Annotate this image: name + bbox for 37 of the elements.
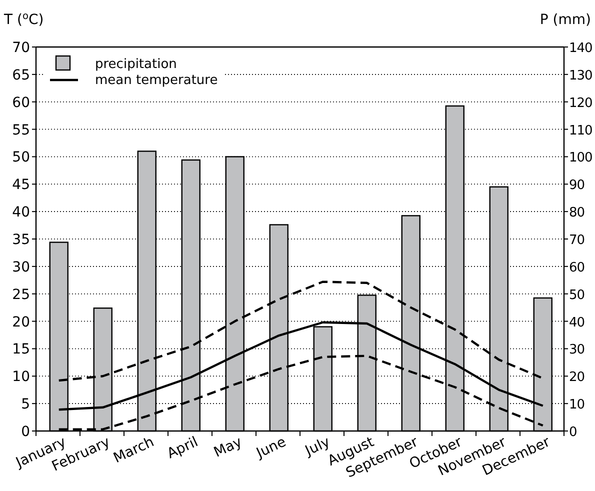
y2-tick-label: 10: [569, 398, 585, 413]
y2-tick-label: 90: [569, 178, 585, 194]
y2-tick-label: 20: [569, 370, 585, 386]
x-tick-label: April: [164, 434, 201, 462]
y2-tick-label: 60: [569, 260, 585, 276]
y2-tick-label: 120: [569, 96, 593, 111]
y-tick-label: 30: [12, 259, 30, 276]
y-tick-label: 0: [21, 424, 30, 440]
y-tick-label: 45: [12, 177, 30, 194]
y-tick-label: 35: [12, 232, 30, 248]
y-tick-label: 50: [12, 150, 30, 166]
y-tick-label: 60: [12, 94, 30, 111]
y-axis-title: T ($^{o}$C): [3, 10, 44, 28]
y2-tick-label: 40: [569, 315, 585, 330]
y-tick-label: 55: [12, 122, 30, 138]
y-tick-label: 10: [12, 369, 30, 386]
y2-tick-label: 100: [569, 150, 593, 166]
legend-label: precipitation: [95, 57, 177, 72]
y2-tick-label: 70: [569, 233, 585, 248]
y-tick-label: 20: [12, 314, 30, 330]
y2-tick-label: 130: [569, 68, 593, 84]
y-tick-label: 70: [12, 40, 30, 56]
y2-tick-label: 80: [569, 206, 585, 221]
y2-tick-label: 110: [569, 123, 593, 138]
y-tick-label: 65: [12, 67, 30, 84]
x-tick-label: May: [212, 434, 245, 461]
y2-tick-label: 30: [569, 342, 585, 358]
x-tick-label: June: [253, 434, 289, 462]
y2-tick-label: 0: [569, 425, 577, 440]
y2-tick-label: 50: [569, 288, 585, 303]
y-tick-label: 15: [12, 342, 30, 358]
y2-axis-title: P (mm): [540, 12, 591, 28]
y-tick-label: 40: [12, 204, 30, 221]
y-tick-label: 25: [12, 286, 30, 303]
legend-label: mean temperature: [95, 73, 218, 88]
y-tick-label: 5: [21, 396, 30, 413]
y2-tick-label: 140: [569, 41, 593, 56]
